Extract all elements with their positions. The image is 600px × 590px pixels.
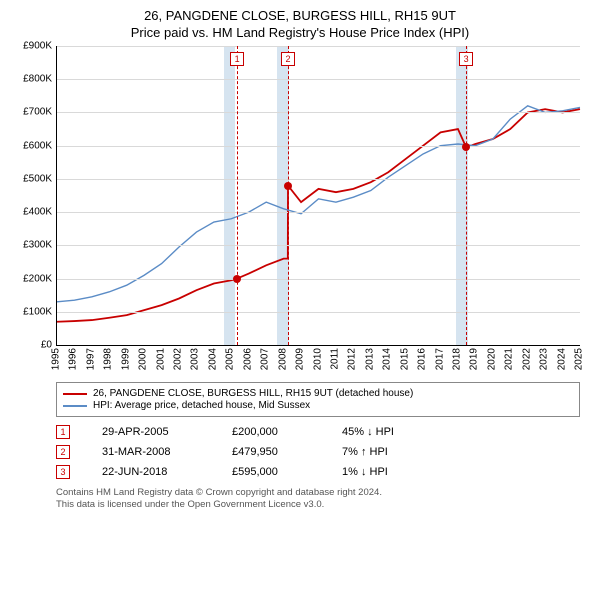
x-tick-label: 2009 xyxy=(295,348,306,370)
event-price: £200,000 xyxy=(232,426,322,438)
event-row: 3 22-JUN-2018 £595,000 1% ↓ HPI xyxy=(56,465,580,479)
event-number: 2 xyxy=(56,445,70,459)
footer-line1: Contains HM Land Registry data © Crown c… xyxy=(56,487,580,499)
legend-label: 26, PANGDENE CLOSE, BURGESS HILL, RH15 9… xyxy=(93,388,413,399)
event-marker-box: 3 xyxy=(459,52,473,66)
event-row: 2 31-MAR-2008 £479,950 7% ↑ HPI xyxy=(56,445,580,459)
event-delta: 7% ↑ HPI xyxy=(342,446,442,458)
x-tick-label: 2001 xyxy=(155,348,166,370)
gridline xyxy=(57,279,580,280)
x-tick-label: 2003 xyxy=(190,348,201,370)
line-series-svg xyxy=(57,46,580,345)
event-price: £595,000 xyxy=(232,466,322,478)
x-tick-label: 1998 xyxy=(103,348,114,370)
legend: 26, PANGDENE CLOSE, BURGESS HILL, RH15 9… xyxy=(56,382,580,417)
x-tick-label: 1996 xyxy=(68,348,79,370)
x-tick-label: 2016 xyxy=(417,348,428,370)
plot-area: 1 2 3 xyxy=(56,46,580,346)
legend-item: 26, PANGDENE CLOSE, BURGESS HILL, RH15 9… xyxy=(63,388,573,399)
gridline xyxy=(57,112,580,113)
x-tick-label: 2002 xyxy=(173,348,184,370)
gridline xyxy=(57,146,580,147)
event-number: 1 xyxy=(56,425,70,439)
x-tick-label: 2015 xyxy=(399,348,410,370)
event-marker-box: 2 xyxy=(281,52,295,66)
x-axis: 1995199619971998199920002001200220032004… xyxy=(56,346,580,376)
x-tick-label: 2025 xyxy=(574,348,585,370)
event-line xyxy=(237,46,238,345)
gridline xyxy=(57,46,580,47)
event-marker-box: 1 xyxy=(230,52,244,66)
sale-marker xyxy=(462,143,470,151)
event-date: 22-JUN-2018 xyxy=(102,466,212,478)
y-tick-label: £100K xyxy=(23,306,52,317)
x-tick-label: 1995 xyxy=(51,348,62,370)
footer-line2: This data is licensed under the Open Gov… xyxy=(56,499,580,511)
footer-attribution: Contains HM Land Registry data © Crown c… xyxy=(56,487,580,512)
legend-label: HPI: Average price, detached house, Mid … xyxy=(93,400,310,411)
title-address: 26, PANGDENE CLOSE, BURGESS HILL, RH15 9… xyxy=(12,8,588,23)
y-tick-label: £300K xyxy=(23,240,52,251)
x-tick-label: 2024 xyxy=(556,348,567,370)
events-table: 1 29-APR-2005 £200,000 45% ↓ HPI 2 31-MAR-200… xyxy=(56,425,580,479)
x-tick-label: 2004 xyxy=(207,348,218,370)
y-tick-label: £200K xyxy=(23,273,52,284)
x-tick-label: 2005 xyxy=(225,348,236,370)
x-tick-label: 2022 xyxy=(521,348,532,370)
event-date: 29-APR-2005 xyxy=(102,426,212,438)
x-tick-label: 2013 xyxy=(364,348,375,370)
x-tick-label: 2006 xyxy=(242,348,253,370)
legend-swatch xyxy=(63,405,87,407)
x-tick-label: 2014 xyxy=(382,348,393,370)
y-tick-label: £900K xyxy=(23,41,52,52)
gridline xyxy=(57,245,580,246)
event-delta: 1% ↓ HPI xyxy=(342,466,442,478)
x-tick-label: 2018 xyxy=(451,348,462,370)
legend-swatch xyxy=(63,393,87,395)
y-tick-label: £500K xyxy=(23,173,52,184)
gridline xyxy=(57,312,580,313)
x-tick-label: 2007 xyxy=(260,348,271,370)
x-tick-label: 2011 xyxy=(329,348,340,370)
y-tick-label: £800K xyxy=(23,74,52,85)
x-tick-label: 2000 xyxy=(138,348,149,370)
chart-container: 26, PANGDENE CLOSE, BURGESS HILL, RH15 9… xyxy=(0,0,600,520)
gridline xyxy=(57,79,580,80)
y-axis: £0£100K£200K£300K£400K£500K£600K£700K£80… xyxy=(12,46,56,346)
x-tick-label: 2010 xyxy=(312,348,323,370)
gridline xyxy=(57,212,580,213)
event-price: £479,950 xyxy=(232,446,322,458)
gridline xyxy=(57,179,580,180)
x-tick-label: 2019 xyxy=(469,348,480,370)
x-tick-label: 1999 xyxy=(120,348,131,370)
x-tick-label: 2020 xyxy=(486,348,497,370)
y-tick-label: £400K xyxy=(23,207,52,218)
event-line xyxy=(288,46,289,345)
event-line xyxy=(466,46,467,345)
title-subtitle: Price paid vs. HM Land Registry's House … xyxy=(12,25,588,40)
y-tick-label: £700K xyxy=(23,107,52,118)
sale-marker xyxy=(233,275,241,283)
x-tick-label: 1997 xyxy=(85,348,96,370)
chart-area: £0£100K£200K£300K£400K£500K£600K£700K£80… xyxy=(56,46,580,376)
x-tick-label: 2012 xyxy=(347,348,358,370)
y-tick-label: £600K xyxy=(23,140,52,151)
series-hpi xyxy=(57,106,580,302)
x-tick-label: 2008 xyxy=(277,348,288,370)
legend-item: HPI: Average price, detached house, Mid … xyxy=(63,400,573,411)
x-tick-label: 2021 xyxy=(504,348,515,370)
event-number: 3 xyxy=(56,465,70,479)
title-block: 26, PANGDENE CLOSE, BURGESS HILL, RH15 9… xyxy=(12,8,588,40)
x-tick-label: 2017 xyxy=(434,348,445,370)
event-row: 1 29-APR-2005 £200,000 45% ↓ HPI xyxy=(56,425,580,439)
sale-marker xyxy=(284,182,292,190)
x-tick-label: 2023 xyxy=(539,348,550,370)
event-delta: 45% ↓ HPI xyxy=(342,426,442,438)
event-date: 31-MAR-2008 xyxy=(102,446,212,458)
series-property xyxy=(57,109,580,322)
